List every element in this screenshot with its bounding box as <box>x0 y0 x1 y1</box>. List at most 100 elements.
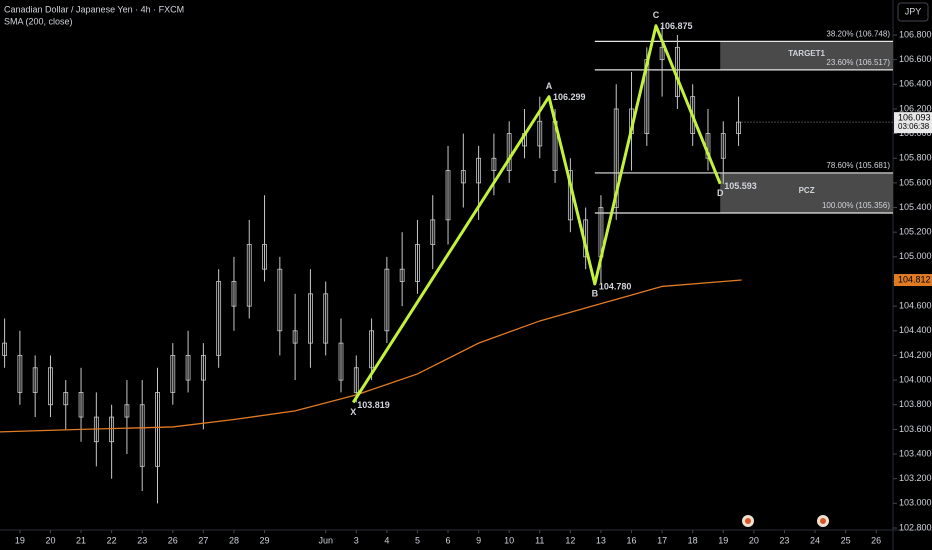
x-tick-label: 19 <box>718 535 728 545</box>
last-price-label: 106.093 <box>898 113 931 123</box>
countdown-label: 03:06:38 <box>898 122 930 131</box>
x-tick-label: 12 <box>565 535 575 545</box>
bar-body <box>216 281 222 356</box>
pattern-price-label: 106.875 <box>660 21 693 31</box>
zone-label: TARGET1 <box>788 49 825 58</box>
x-tick-label: 17 <box>657 535 667 545</box>
x-tick-label: 19 <box>15 535 25 545</box>
x-tick-label: 23 <box>779 535 789 545</box>
pattern-point-label: X <box>350 407 356 417</box>
zone-label: PCZ <box>799 186 815 195</box>
chart-title: Canadian Dollar / Japanese Yen · 4h · FX… <box>4 4 184 14</box>
last-price-badge <box>894 112 932 134</box>
bar-body <box>139 404 145 467</box>
x-tick-label: 24 <box>810 535 820 545</box>
bar-body <box>445 170 451 221</box>
pattern-price-label: 103.819 <box>357 400 390 410</box>
bar-body <box>246 244 252 307</box>
indicator-label: SMA (200, close) <box>4 16 73 26</box>
bar-body <box>323 293 329 344</box>
y-tick-label: 104.600 <box>899 301 932 311</box>
pattern-price-label: 105.593 <box>724 181 757 191</box>
y-tick-label: 103.200 <box>899 473 932 483</box>
bar-body <box>231 281 237 307</box>
bar-body <box>124 404 130 418</box>
y-tick-label: 106.600 <box>899 54 932 64</box>
x-tick-label: 21 <box>76 535 86 545</box>
x-tick-label: 26 <box>168 535 178 545</box>
pattern-line <box>351 24 722 404</box>
bar-body <box>277 268 283 332</box>
bar-body <box>430 219 436 245</box>
y-tick-label: 106.400 <box>899 79 932 89</box>
fib-label: 38.20% (106.748) <box>826 30 890 39</box>
bar-body <box>460 170 466 184</box>
y-tick-label: 105.000 <box>899 251 932 261</box>
bar-body <box>109 416 115 443</box>
bar-body <box>200 355 206 381</box>
bar-body <box>613 108 619 208</box>
y-tick-label: 104.000 <box>899 374 932 384</box>
x-tick-label: 18 <box>688 535 698 545</box>
x-tick-label: 5 <box>415 535 420 545</box>
bar-body <box>537 120 543 147</box>
bar-body <box>185 355 191 381</box>
y-tick-label: 103.600 <box>899 424 932 434</box>
y-tick-label: 106.200 <box>899 103 932 113</box>
sma-price-label: 104.812 <box>898 274 931 284</box>
x-tick-label: 23 <box>137 535 147 545</box>
x-tick-label: 9 <box>476 535 481 545</box>
x-tick-label: 6 <box>446 535 451 545</box>
x-tick-label: 26 <box>871 535 881 545</box>
y-tick-label: 105.400 <box>899 202 932 212</box>
x-tick-label: 13 <box>596 535 606 545</box>
bar-body <box>690 96 696 134</box>
bar-body <box>399 268 405 282</box>
pattern-price-label: 106.299 <box>553 92 586 102</box>
y-tick-label: 103.400 <box>899 448 932 458</box>
bar-body <box>78 392 84 418</box>
bar-body <box>415 244 420 282</box>
bar-body <box>17 355 23 393</box>
x-tick-label: 20 <box>45 535 55 545</box>
zone <box>720 41 893 70</box>
sma-price-badge <box>894 274 932 287</box>
pattern-price-label: 104.780 <box>599 281 632 291</box>
bar-body <box>476 157 482 184</box>
currency[interactable]: JPY <box>905 6 922 16</box>
bar-body <box>338 342 344 381</box>
bar-body <box>32 367 38 393</box>
event-icon[interactable] <box>745 518 751 524</box>
bar-body <box>155 392 160 467</box>
x-tick-label: Jun <box>318 535 333 545</box>
y-tick-label: 106.800 <box>899 29 932 39</box>
pattern-point-label: A <box>546 81 553 91</box>
fib-label: 78.60% (105.681) <box>826 161 890 170</box>
y-tick-label: 104.200 <box>899 350 932 360</box>
x-tick-label: 3 <box>354 535 359 545</box>
pattern-point-label: D <box>717 188 724 198</box>
currency-button[interactable] <box>897 2 929 22</box>
bar-body <box>506 133 512 171</box>
y-tick-label: 105.600 <box>899 177 932 187</box>
x-tick-label: 20 <box>749 535 759 545</box>
pattern-point-label: C <box>653 10 660 20</box>
y-tick-label: 104.400 <box>899 325 932 335</box>
event-icon[interactable] <box>820 518 826 524</box>
x-tick-label: 27 <box>198 535 208 545</box>
zone <box>720 172 893 213</box>
bar-body <box>353 367 359 393</box>
y-tick-label: 105.200 <box>899 227 932 237</box>
bar-body <box>659 46 665 61</box>
bar-body <box>170 355 176 393</box>
sma-line <box>0 279 742 433</box>
fib-label: 100.00% (105.356) <box>822 201 890 210</box>
bar-body <box>720 133 726 159</box>
x-tick-label: 4 <box>384 535 389 545</box>
bar-body <box>369 330 374 369</box>
bar-body <box>308 293 313 344</box>
y-tick-label: 103.800 <box>899 399 932 409</box>
bar-body <box>262 244 267 270</box>
